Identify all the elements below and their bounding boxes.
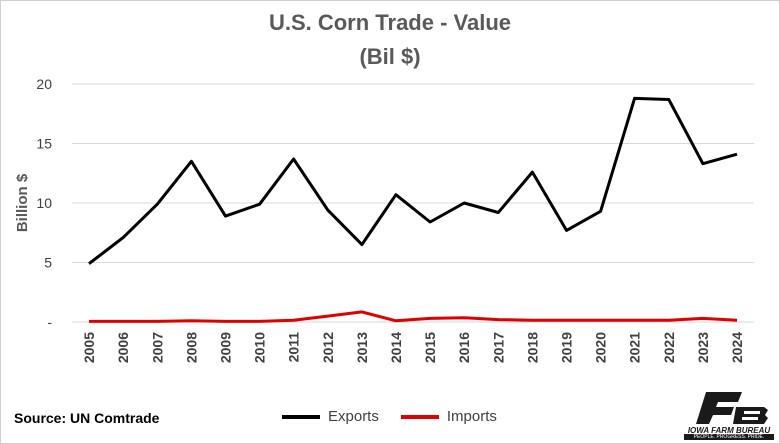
x-tick-label: 2009 [217, 332, 233, 363]
x-tick-label: 2007 [149, 332, 165, 363]
source-note: Source: UN Comtrade [14, 410, 160, 426]
y-tick-label: 15 [36, 136, 52, 152]
y-tick-label: 10 [36, 195, 52, 211]
farm-bureau-icon [696, 392, 768, 424]
legend-swatch-imports [400, 414, 439, 419]
x-tick-label: 2020 [593, 332, 609, 363]
y-axis-label: Billion $ [14, 173, 31, 232]
logo-text: IOWA FARM BUREAU [687, 426, 771, 435]
legend-item-imports: Imports [400, 408, 497, 425]
legend-label-imports: Imports [446, 408, 497, 425]
y-tick-label: 20 [36, 76, 52, 92]
legend: Exports Imports [282, 408, 519, 425]
chart-title: U.S. Corn Trade - Value [268, 10, 512, 35]
x-tick-label: 2021 [627, 332, 643, 363]
legend-swatch-exports [282, 414, 320, 419]
x-tick-label: 2014 [388, 332, 404, 363]
x-tick-label: 2017 [490, 332, 506, 363]
y-tick-label: - [47, 314, 52, 330]
x-tick-label: 2011 [286, 332, 302, 363]
x-tick-label: 2006 [115, 332, 131, 363]
legend-label-exports: Exports [328, 408, 379, 425]
x-tick-label: 2019 [558, 332, 574, 363]
series-line-imports [89, 310, 738, 323]
x-tick-label: 2010 [252, 332, 268, 363]
x-tick-label: 2022 [661, 332, 677, 363]
x-tick-label: 2016 [456, 332, 472, 363]
iowa-farm-bureau-logo: IOWA FARM BUREAU PEOPLE. PROGRESS. PRIDE… [684, 388, 774, 440]
x-tick-label: 2015 [422, 332, 438, 363]
legend-item-exports: Exports [282, 408, 379, 425]
y-tick-label: 5 [44, 255, 52, 271]
x-tick-label: 2023 [695, 332, 711, 363]
x-tick-label: 2005 [81, 332, 97, 363]
series-line-exports [88, 96, 738, 265]
x-tick-label: 2018 [524, 332, 540, 363]
x-tick-label: 2024 [729, 332, 745, 363]
chart-subtitle: (Bil $) [359, 44, 421, 69]
x-tick-label: 2013 [354, 332, 370, 363]
x-tick-label: 2008 [183, 332, 199, 363]
x-tick-label: 2012 [320, 332, 336, 363]
logo-tagline: PEOPLE. PROGRESS. PRIDE. [684, 434, 774, 440]
